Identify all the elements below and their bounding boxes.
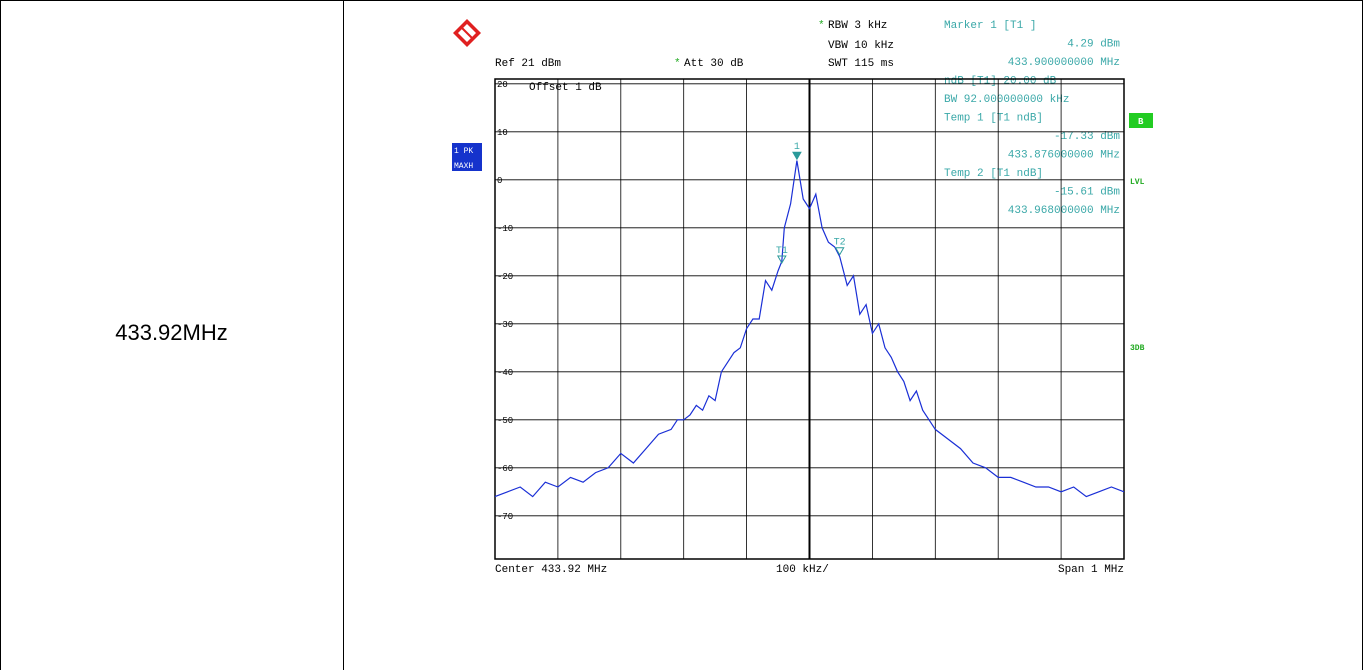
ref-label: Ref 21 dBm [495,58,561,70]
y-tick-labels: 20 10 0 -10 -20 -30 -40 -50 -60 -70 [497,80,513,522]
marker-info-line: 433.876000000 MHz [1008,150,1120,162]
threedb-label: 3DB [1130,344,1145,353]
trace-maxh-label: MAXH [454,162,473,171]
y-tick-label: -50 [497,416,513,426]
marker-info-line: 433.968000000 MHz [1008,205,1120,217]
marker-info-line: 433.900000000 MHz [1008,57,1120,69]
trace-line [494,160,1125,498]
row-label: 433.92MHz [115,320,228,345]
marker-triangle [776,255,787,264]
lvl-label: LVL [1130,178,1145,187]
y-tick-label: 10 [497,128,508,138]
marker-info-box: Marker 1 [T1 ] 4.29 dBm 433.900000000 MHz n… [944,20,1120,217]
center-freq-label: Center 433.92 MHz [495,564,607,576]
marker-info-line: -15.61 dBm [1054,187,1120,199]
marker-info-line: Temp 1 [T1 ndB] [944,113,1043,125]
y-tick-label: -70 [497,512,513,522]
y-tick-label: 0 [497,176,502,186]
marker-label: T1 [776,246,788,257]
marker-label: 1 [794,142,800,153]
y-tick-label: 20 [497,80,508,90]
y-tick-label: -40 [497,368,513,378]
rohde-schwarz-logo [453,19,481,47]
vbw-label: VBW 10 kHz [828,40,894,52]
y-tick-label: -60 [497,464,513,474]
marker-info-line: BW 92.000000000 kHz [944,94,1069,106]
y-tick-label: -10 [497,224,513,234]
att-star: * [674,58,681,70]
rbw-label: RBW 3 kHz [828,20,887,32]
marker-triangle [792,151,802,161]
marker-label: T2 [834,238,846,249]
markers: 1 T1 T2 [776,142,846,264]
att-label: Att 30 dB [684,58,744,70]
marker-info-line: Marker 1 [T1 ] [944,20,1036,32]
div-label: 100 kHz/ [776,564,829,576]
b-badge [1129,113,1153,128]
span-label: Span 1 MHz [1058,564,1124,576]
rbw-star: * [818,20,825,32]
y-tick-label: -30 [497,320,513,330]
plot-grid [494,78,1125,560]
marker-info-line: Temp 2 [T1 ndB] [944,168,1043,180]
trace-pk-label: 1 PK [454,147,473,156]
y-tick-label: -20 [497,272,513,282]
marker-triangle [834,247,845,256]
table-divider [343,0,344,670]
trace-badge [452,143,482,171]
offset-label: Offset 1 dB [529,82,602,94]
b-badge-label: B [1138,117,1144,127]
spectrum-analyzer-plot: * RBW 3 kHz VBW 10 kHz SWT 115 ms Ref 21… [452,19,1153,576]
swt-label: SWT 115 ms [828,58,894,70]
marker-info-line: 4.29 dBm [1067,39,1120,51]
marker-info-line: -17.33 dBm [1054,131,1120,143]
marker-info-line: ndB [T1] 20.00 dB [944,76,1057,88]
